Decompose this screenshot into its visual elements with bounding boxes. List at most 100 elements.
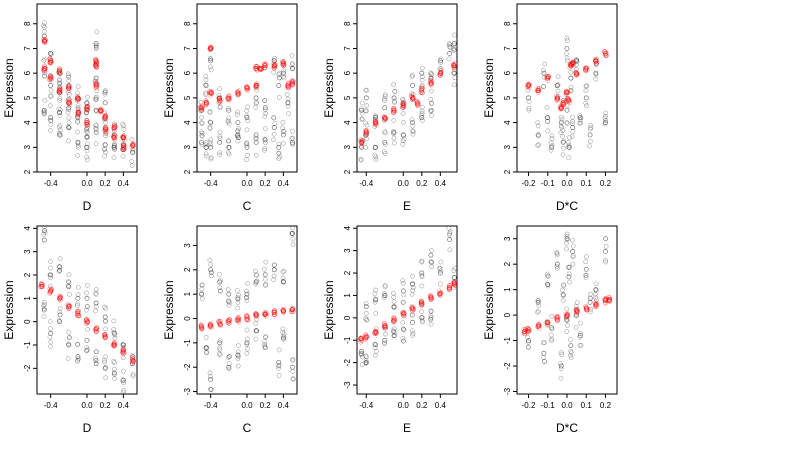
observed-point — [272, 262, 277, 268]
fitted-point — [564, 90, 570, 96]
fitted-point — [452, 280, 457, 285]
observed-point — [290, 369, 296, 374]
observed-point — [583, 100, 589, 106]
fitted-point — [111, 126, 117, 132]
observed-point — [244, 140, 250, 146]
observed-point — [364, 103, 370, 108]
fitted-point — [438, 293, 443, 299]
fitted-point — [415, 102, 421, 108]
observed-point — [400, 326, 406, 332]
fitted-point — [92, 62, 98, 68]
fitted-point — [391, 318, 396, 324]
observed-point — [566, 271, 572, 277]
fitted-point — [84, 121, 90, 126]
x-tick-label: 0.1 — [581, 179, 593, 188]
observed-point — [540, 340, 546, 346]
fitted-point — [57, 66, 63, 71]
x-tick-label: 0.2 — [100, 179, 112, 188]
observed-point — [254, 278, 260, 284]
x-tick-label: 0.2 — [600, 401, 612, 410]
observed-point — [57, 306, 63, 311]
panel-4: -0.2 -0.1 0.0 0.1 0.2 2 3 4 5 6 7 8 D*C Expression — [482, 3, 618, 213]
fitted-point — [66, 302, 72, 308]
observed-point — [208, 137, 214, 143]
observed-point — [203, 82, 208, 88]
observed-point — [225, 119, 231, 125]
observed-point — [111, 372, 117, 377]
observed-point — [555, 82, 561, 88]
observed-point — [558, 363, 564, 369]
observed-point — [583, 88, 589, 93]
fitted-point — [56, 70, 62, 76]
observed-point — [567, 264, 572, 270]
observed-point — [199, 139, 204, 145]
fitted-point — [226, 320, 232, 326]
x-axis-title: C — [243, 199, 252, 213]
y-tick-label: 1 — [183, 291, 192, 296]
observed-point — [234, 288, 240, 294]
observed-point — [391, 130, 397, 135]
observed-point — [203, 90, 208, 96]
observed-point — [554, 249, 560, 255]
observed-point — [75, 119, 80, 125]
fitted-point — [363, 129, 369, 134]
observed-point — [207, 110, 213, 115]
fitted-point — [261, 62, 267, 68]
fitted-point — [111, 123, 117, 128]
observed-point — [566, 274, 572, 280]
observed-point — [226, 115, 232, 121]
fitted-point — [285, 83, 291, 88]
panel-8: -0.2 -0.1 0.0 0.1 0.2 -3 -2 -1 0 1 2 3 D*C Expression — [482, 225, 618, 435]
fitted-point — [281, 63, 286, 69]
observed-point — [262, 146, 268, 151]
observed-point — [603, 259, 608, 265]
observed-point — [207, 257, 213, 263]
fitted-point — [263, 312, 269, 317]
observed-point — [217, 347, 223, 352]
observed-point — [217, 285, 223, 291]
observed-point — [276, 83, 282, 88]
observed-point — [199, 132, 205, 138]
fitted-point — [419, 300, 424, 306]
y-tick-label: 7 — [343, 46, 352, 51]
y-tick-label: 4 — [183, 120, 192, 125]
observed-point — [217, 338, 223, 344]
x-tick-label: 0.0 — [561, 401, 573, 410]
observed-point — [391, 118, 397, 123]
observed-point — [447, 229, 453, 235]
observed-point — [225, 118, 231, 124]
fitted-point — [583, 67, 589, 72]
observed-point — [57, 113, 63, 118]
fitted-point — [594, 301, 599, 307]
observed-point — [545, 283, 551, 289]
fitted-point — [111, 134, 116, 140]
observed-point — [363, 145, 369, 150]
observed-point — [540, 84, 546, 89]
observed-point — [452, 265, 457, 271]
observed-point — [391, 304, 397, 310]
observed-point — [535, 298, 541, 303]
observed-point — [280, 278, 286, 284]
observed-point — [438, 60, 444, 65]
observed-point — [94, 123, 100, 129]
observed-point — [570, 253, 576, 258]
fitted-point — [208, 324, 214, 330]
observed-point — [262, 283, 268, 288]
observed-point — [401, 338, 406, 344]
fitted-point — [437, 290, 443, 296]
observed-point — [419, 70, 425, 76]
observed-point — [65, 110, 71, 115]
fitted-point — [535, 86, 541, 91]
observed-point — [447, 44, 453, 50]
observed-point — [542, 61, 547, 67]
fitted-point — [409, 306, 415, 312]
observed-point — [48, 259, 54, 264]
y-tick-label: -1 — [343, 336, 352, 344]
y-tick-label: 2 — [503, 169, 512, 174]
observed-point — [587, 143, 592, 149]
observed-point — [47, 334, 53, 340]
y-tick-label: 5 — [23, 95, 32, 100]
fitted-point — [280, 308, 286, 314]
observed-point — [85, 157, 90, 163]
fitted-point — [358, 336, 364, 341]
